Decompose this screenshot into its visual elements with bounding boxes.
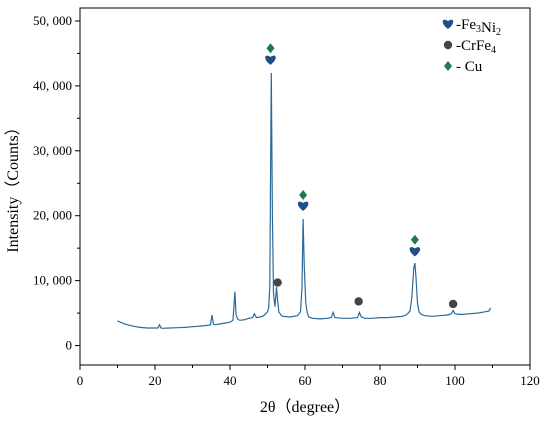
peak-diamond-marker — [266, 43, 275, 54]
x-axis-title: 2θ（degree） — [260, 398, 350, 416]
y-axis-title: Intensity（Counts） — [4, 119, 22, 252]
y-tick-label: 30, 000 — [33, 143, 72, 158]
legend-label: -CrFe4 — [456, 38, 496, 56]
x-tick-label: 100 — [445, 373, 465, 388]
xrd-pattern-line — [117, 72, 492, 329]
legend-circle-marker — [443, 40, 453, 50]
legend-label: -Fe3Ni2 — [456, 17, 501, 38]
peak-circle-marker — [273, 278, 282, 287]
peak-heart-marker — [297, 201, 309, 211]
peak-circle-marker — [448, 299, 458, 309]
x-tick-label: 80 — [374, 373, 387, 388]
peak-heart-marker — [409, 247, 421, 257]
peak-diamond-marker — [410, 234, 419, 245]
peak-circle-marker — [354, 297, 363, 306]
peak-diamond-marker — [299, 189, 308, 200]
x-tick-label: 40 — [224, 373, 237, 388]
y-tick-label: 40, 000 — [33, 78, 72, 93]
legend-diamond-marker — [444, 61, 452, 71]
y-tick-label: 20, 000 — [33, 208, 72, 223]
y-tick-label: 10, 000 — [33, 273, 72, 288]
y-tick-label: 50, 000 — [33, 13, 72, 28]
x-tick-label: 20 — [149, 373, 162, 388]
peak-heart-marker — [265, 55, 276, 65]
legend-heart-marker — [442, 19, 454, 29]
x-tick-label: 0 — [77, 373, 84, 388]
legend-label: - Cu — [456, 59, 483, 75]
y-tick-label: 0 — [66, 338, 73, 353]
x-tick-label: 60 — [299, 373, 312, 388]
x-tick-label: 120 — [520, 373, 540, 388]
